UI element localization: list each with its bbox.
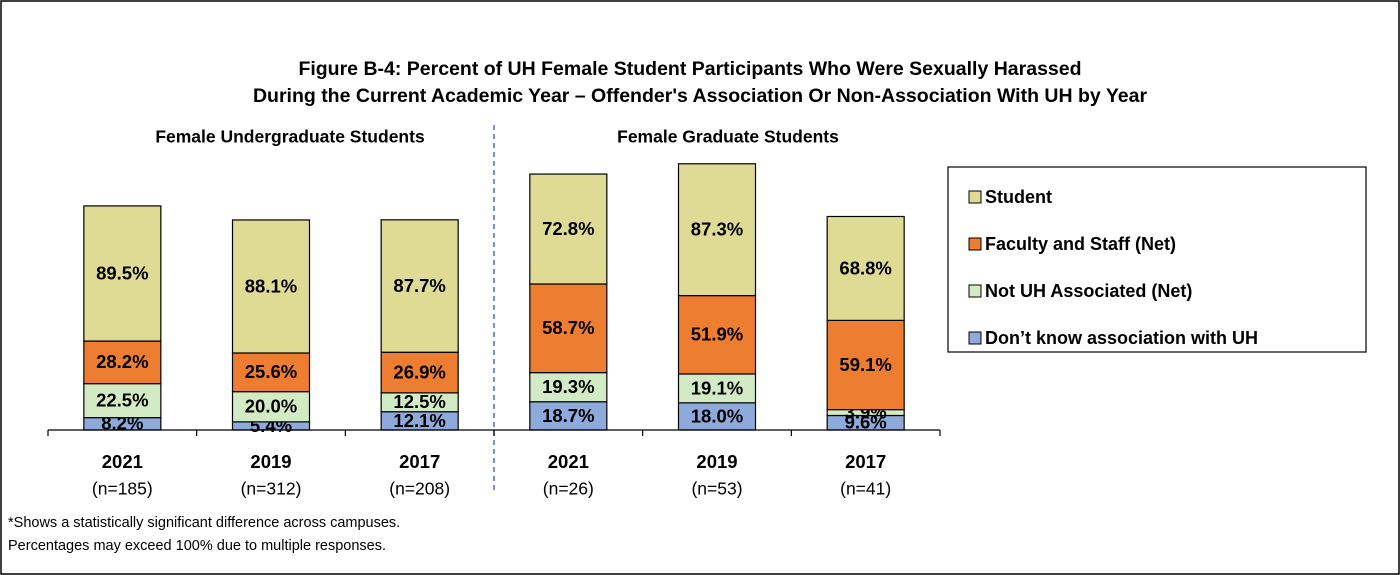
data-label: 19.3% <box>542 376 594 397</box>
bar-segment <box>380 219 459 353</box>
x-tick-label: 2019 <box>250 451 291 472</box>
legend-label: Faculty and Staff (Net) <box>985 234 1176 254</box>
bar-segment <box>677 373 757 404</box>
data-label: 89.5% <box>96 262 148 283</box>
bar-segment <box>826 319 905 411</box>
bar-segment <box>231 219 311 354</box>
legend-swatch <box>968 331 982 345</box>
x-tick-label: 2019 <box>696 451 737 472</box>
data-label: 22.5% <box>96 390 148 411</box>
x-tick-note: (n=208) <box>389 479 450 499</box>
bar-segment <box>529 372 608 403</box>
footnote: Percentages may exceed 100% due to multi… <box>8 538 386 554</box>
data-label: 25.6% <box>245 361 297 382</box>
bar-segment <box>83 205 162 342</box>
data-label: 12.5% <box>393 391 445 412</box>
data-label: 26.9% <box>393 361 445 382</box>
x-tick-note: (n=312) <box>241 479 302 499</box>
legend-label: Student <box>985 187 1052 207</box>
data-label: 51.9% <box>691 324 743 345</box>
bar-segment <box>529 173 608 285</box>
data-label: 19.1% <box>691 377 743 398</box>
data-label: 20.0% <box>245 396 297 417</box>
data-label: 68.8% <box>839 257 891 278</box>
data-label: 58.7% <box>542 317 594 338</box>
data-label: 88.1% <box>245 275 297 296</box>
legend-swatch <box>968 284 982 298</box>
data-label: 72.8% <box>542 218 594 239</box>
data-label: 9.6% <box>845 412 887 433</box>
data-label: 28.2% <box>96 351 148 372</box>
legend-label: Not UH Associated (Net) <box>985 281 1192 301</box>
x-tick-note: (n=53) <box>691 479 742 499</box>
legend-label: Don’t know association with UH <box>985 328 1258 348</box>
group-label: Female Graduate Students <box>617 127 839 147</box>
footnote: *Shows a statistically significant diffe… <box>8 515 400 531</box>
chart-title: During the Current Academic Year – Offen… <box>253 85 1147 107</box>
x-tick-label: 2017 <box>845 451 886 472</box>
bar-segment <box>231 391 311 423</box>
x-tick-label: 2021 <box>548 451 589 472</box>
data-label: 87.3% <box>691 219 743 240</box>
data-label: 18.0% <box>691 405 743 426</box>
x-tick-note: (n=26) <box>543 479 594 499</box>
legend-swatch <box>968 190 982 204</box>
data-label: 87.7% <box>393 275 445 296</box>
group-label: Female Undergraduate Students <box>155 127 425 147</box>
data-label: 59.1% <box>839 354 891 375</box>
bar-segment <box>529 401 608 431</box>
x-tick-label: 2017 <box>399 451 440 472</box>
bar-segment <box>231 352 311 393</box>
data-label: 12.1% <box>393 410 445 431</box>
bar-segment <box>380 351 459 394</box>
x-tick-note: (n=185) <box>92 479 153 499</box>
bar-segment <box>826 215 905 321</box>
legend-swatch <box>968 237 982 251</box>
legend <box>947 166 1367 353</box>
bar-segment <box>677 163 757 297</box>
data-label: 18.7% <box>542 405 594 426</box>
chart-title: Figure B-4: Percent of UH Female Student… <box>298 58 1081 80</box>
x-tick-label: 2021 <box>102 451 143 472</box>
x-tick-note: (n=41) <box>840 479 891 499</box>
